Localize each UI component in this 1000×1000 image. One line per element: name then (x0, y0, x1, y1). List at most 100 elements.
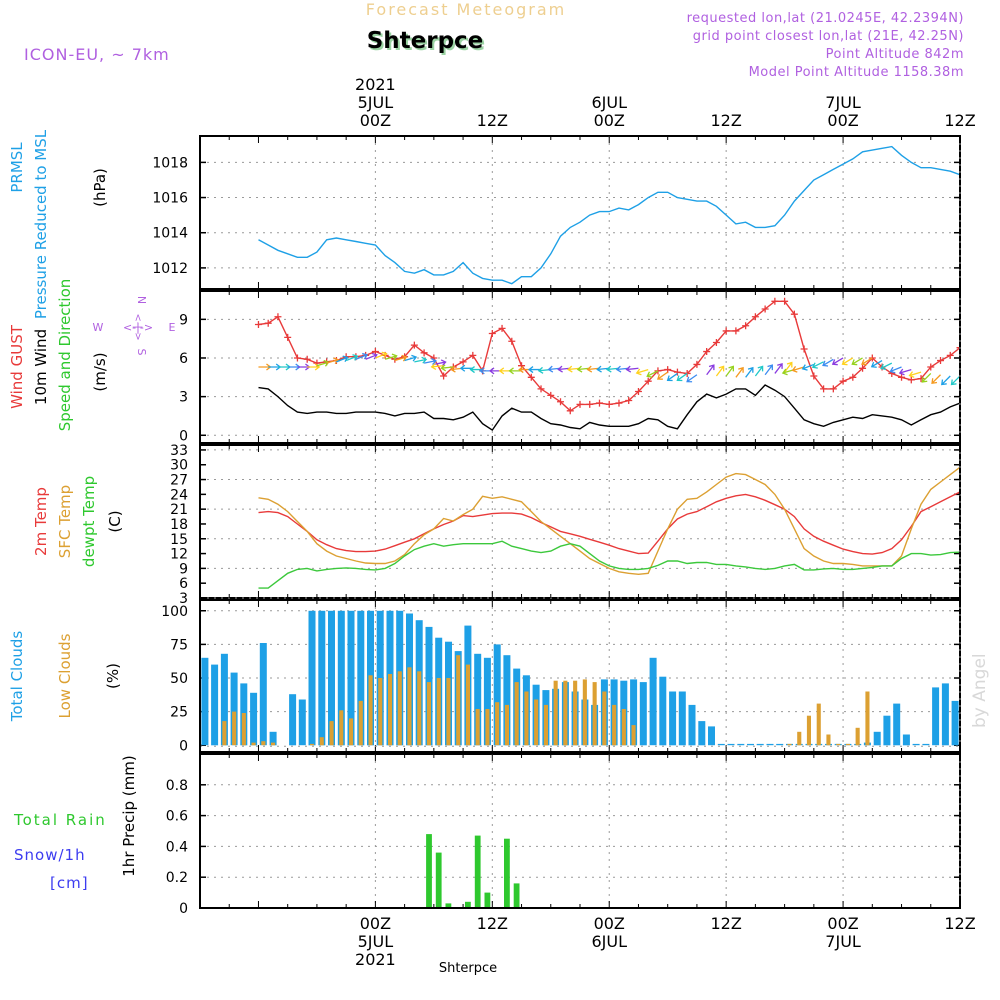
low-clouds-bar (378, 678, 383, 746)
wind-arrow (941, 375, 951, 386)
temperature-y-tick-label: 24 (170, 487, 188, 503)
low-clouds-bar (261, 741, 266, 746)
wind-plot-area (254, 297, 993, 432)
bottom-time-label: 00Z (594, 914, 625, 933)
wind-arrow (625, 365, 639, 373)
wind-arrow (784, 361, 793, 373)
gust-point (966, 340, 973, 347)
low-clouds-bar (534, 699, 539, 746)
low-clouds-bar (592, 682, 597, 746)
low-clouds-bar (329, 721, 334, 746)
wind-arrow (307, 363, 321, 371)
pressure-y-tick-label: 1012 (152, 261, 188, 277)
precip-plot-area (426, 834, 520, 907)
clouds-side-label: Low Clouds (56, 633, 74, 718)
clouds-y-tick-label: 50 (170, 671, 188, 687)
gust-point (868, 354, 876, 362)
temperature-frame (199, 444, 961, 599)
watermark: by Angel (970, 653, 990, 728)
wind-arrow (440, 364, 454, 372)
bottom-time-label: 12Z (477, 914, 508, 933)
low-clouds-bar (855, 727, 860, 746)
total-clouds-bar (483, 657, 491, 746)
total-clouds-bar (659, 676, 667, 746)
low-clouds-bar (485, 709, 490, 746)
sfc-temp-line (258, 467, 959, 576)
gust-point (634, 387, 642, 395)
compass-s: S (135, 349, 148, 356)
top-time-label: 00Z (827, 111, 858, 130)
total-clouds-bar (756, 743, 764, 746)
low-clouds-bar (865, 691, 870, 746)
clouds-side-label: Total Clouds (8, 631, 26, 723)
pressure-y-tick-label: 1016 (152, 191, 188, 207)
dewpt-temp-line (258, 540, 959, 589)
low-clouds-bar (232, 711, 237, 746)
total-clouds-bar (269, 731, 277, 746)
footer-station: Shterpce (439, 961, 497, 976)
wind-y-tick-label: 9 (179, 312, 188, 328)
gust-point (605, 400, 613, 408)
wind-y-tick-label: 0 (179, 428, 188, 444)
wind-arrow (676, 372, 688, 382)
gust-point (498, 324, 506, 332)
gust-point (683, 369, 691, 377)
wind-arrow (404, 354, 418, 362)
total-clouds-bar (688, 704, 696, 746)
temperature-y-tick-label: 18 (170, 517, 188, 533)
wind-arrow (365, 352, 378, 360)
wind-arrow (336, 355, 349, 363)
gust-point (469, 351, 477, 359)
bottom-time-label: 7JUL (825, 932, 861, 951)
total-clouds-bar (289, 694, 297, 746)
pressure-y-tick-label: 1018 (152, 155, 188, 171)
gust-point (761, 305, 769, 313)
total-rain-bar (474, 835, 481, 907)
gust-point (557, 398, 565, 406)
pressure-y-tick-label: 1014 (152, 226, 188, 242)
compass-arrow-vertical: <-|-> (132, 313, 143, 340)
total-clouds-bar (902, 734, 910, 746)
gust-point (693, 360, 701, 368)
top-time-label: 6JUL (591, 93, 627, 112)
wind-arrow (433, 359, 447, 367)
gust-point (703, 348, 711, 356)
total-clouds-bar (230, 672, 238, 746)
low-clouds-bar (816, 703, 821, 746)
clouds-plot-area (201, 610, 959, 747)
wind-arrow (527, 366, 542, 374)
temperature-y-tick-label: 12 (170, 547, 188, 563)
wind-arrow (635, 368, 649, 376)
gust-point (820, 385, 828, 393)
gust-point (673, 368, 681, 376)
wind-arrow (774, 362, 783, 374)
total-clouds-bar (211, 664, 219, 746)
total-rain-bar (426, 834, 432, 907)
low-clouds-bar (241, 713, 246, 746)
clouds-y-tick-label: 100 (161, 604, 188, 620)
gust-point (254, 320, 262, 328)
top-time-label: 12Z (710, 111, 741, 130)
total-clouds-bar (250, 692, 258, 746)
total-rain-bar (435, 852, 442, 907)
station-title: Shterpce (369, 30, 486, 56)
gust-point (566, 407, 574, 415)
gust-point (986, 338, 993, 345)
low-clouds-bar (495, 702, 500, 746)
gust-point (508, 337, 516, 345)
gust-point (839, 377, 847, 385)
wind-compass: N <-|-> S W <-|-> E (93, 296, 176, 356)
total-clouds-bar (503, 655, 511, 746)
temperature-plot-area (258, 467, 959, 589)
clouds-side-label: (%) (104, 663, 122, 689)
gust-point (547, 391, 555, 399)
bottom-time-label: 00Z (360, 914, 391, 933)
gust-point (790, 310, 798, 318)
low-clouds-bar (407, 667, 412, 746)
total-rain-bar (484, 892, 491, 907)
temperature-y-tick-label: 6 (179, 576, 188, 592)
total-clouds-bar (259, 643, 267, 746)
precip-frame (199, 753, 961, 909)
precip-y-tick-label: 0 (179, 901, 188, 917)
